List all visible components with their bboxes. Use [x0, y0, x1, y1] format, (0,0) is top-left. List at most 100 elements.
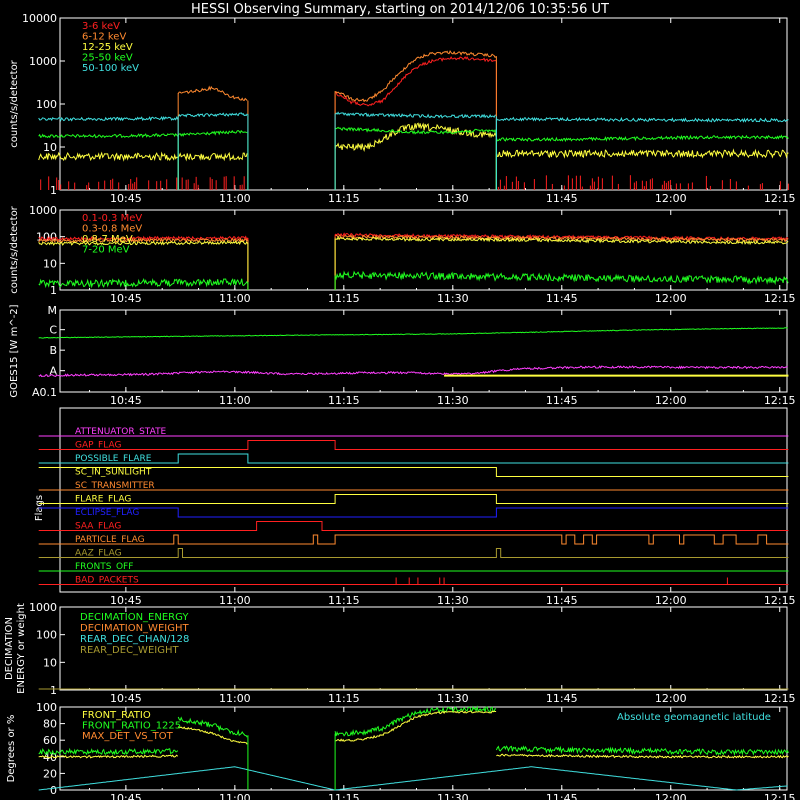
photon-rates-frame — [59, 17, 788, 191]
figure-title: HESSI Observing Summary, starting on 201… — [191, 2, 609, 17]
goes-xtick-label: 11:30 — [437, 394, 469, 407]
flags-xtick-label: 11:45 — [546, 594, 578, 607]
decimation-ylabel-2: ENERGY or weight — [16, 603, 27, 694]
flag-label-10: FRONTS_OFF — [75, 562, 133, 572]
flag-label-9: AAZ_FLAG — [75, 549, 122, 559]
flag-trace-7 — [38, 521, 789, 531]
gamma-rates-xtick-label: 11:00 — [219, 292, 251, 305]
photon-rates-ytick-label: 10000 — [22, 12, 57, 25]
photon-rates-series-25-50 keV — [334, 126, 497, 135]
decimation-xtick-label: 11:30 — [437, 692, 469, 705]
gamma-rates-xtick-label: 11:15 — [328, 292, 360, 305]
flag-trace-1 — [38, 440, 789, 450]
photon-rates-ytick-label: 1 — [50, 184, 57, 197]
goes-xtick-label: 10:45 — [110, 394, 142, 407]
photon-rates-legend-2: 12-25 keV — [82, 42, 133, 53]
gamma-rates-ylabel: counts/s/detector — [9, 205, 20, 293]
photon-rates-series-12-25 keV — [334, 122, 497, 152]
goes-xtick-label: 11:15 — [328, 394, 360, 407]
goes-ytick-label: A0.1 — [32, 386, 57, 399]
flags-panel: 10:45 11:00 11:15 11:30 11:45 12:00 12:15Flags… — [34, 407, 796, 607]
photon-rates-xtick-label: 11:00 — [219, 192, 251, 205]
flag-trace-9 — [38, 548, 789, 558]
gamma-rates-legend-3: 7-20 MeV — [82, 245, 130, 256]
photon-rates-series-50-100 keV — [177, 112, 248, 118]
decimation-legend-0: DECIMATION_ENERGY — [80, 612, 189, 623]
flag-label-1: GAP_FLAG — [75, 441, 121, 451]
photon-rates-panel: 10:45 11:00 11:15 11:30 11:45 12:00 12:15 1 10 10… — [9, 12, 796, 205]
gamma-rates-series-0.8-7 MeV — [38, 240, 249, 246]
flag-label-11: BAD_PACKETS — [75, 576, 139, 586]
gamma-rates-xtick-label: 11:45 — [546, 292, 578, 305]
gamma-rates-panel: 10:45 11:00 11:15 11:30 11:45 12:00 12:15 1 10 10… — [9, 204, 796, 305]
ratios-xtick-label: 12:00 — [655, 792, 687, 800]
flags-xtick-label: 11:00 — [219, 594, 251, 607]
gamma-rates-series-0.3-0.8 MeV — [335, 234, 789, 243]
latitude-annotation: Absolute geomagnetic latitude — [617, 712, 771, 723]
flag-trace-8 — [38, 534, 789, 545]
photon-rates-ytick-label: 100 — [36, 98, 57, 111]
goes-ytick-label: A — [49, 365, 57, 378]
decimation-xtick-label: 11:15 — [328, 692, 360, 705]
photon-rates-ytick-label: 1000 — [29, 55, 57, 68]
flag-label-6: ECLIPSE_FLAG — [75, 508, 139, 518]
decimation-frame — [59, 606, 788, 691]
photon-rates-xtick-label: 12:15 — [764, 192, 796, 205]
gamma-rates-ytick-label: 1 — [50, 284, 57, 297]
flag-label-2: POSSIBLE_FLARE — [75, 454, 152, 464]
ratios-series-FRONT_RATIO — [496, 753, 789, 759]
decimation-panel: 10:45 11:00 11:15 11:30 11:45 12:00 12:15 1 10 10… — [4, 601, 796, 705]
gamma-rates-legend-0: 0.1-0.3 MeV — [82, 213, 142, 224]
ratios-series-FRONT_RATIO — [38, 754, 179, 759]
decimation-xtick-label: 11:45 — [546, 692, 578, 705]
panels-group: 10:45 11:00 11:15 11:30 11:45 12:00 12:1511010… — [4, 12, 796, 800]
gamma-rates-xtick-label: 12:00 — [655, 292, 687, 305]
decimation-legend-1: DECIMATION_WEIGHT — [80, 623, 189, 634]
ratios-legend-0: FRONT_RATIO — [82, 710, 151, 721]
ratios-series-FRONT_RATIO — [335, 710, 497, 742]
flags-frame — [59, 407, 788, 593]
decimation-xtick-label: 10:45 — [110, 692, 142, 705]
flags-xtick-label: 11:15 — [328, 594, 360, 607]
photon-rates-series-50-100 keV — [334, 111, 497, 119]
photon-rates-ytick-label: 10 — [43, 141, 57, 154]
ratios-xtick-label: 11:45 — [546, 792, 578, 800]
ratios-xtick-label: 11:00 — [219, 792, 251, 800]
flag-label-0: ATTENUATOR_STATE — [75, 427, 167, 437]
ratios-xtick-label: 11:30 — [437, 792, 469, 800]
decimation-legend-3: REAR_DEC_WEIGHT — [80, 645, 179, 656]
flag-trace-3 — [38, 467, 789, 477]
ratios-xtick-label: 12:15 — [764, 792, 796, 800]
goes-series-0 — [38, 327, 788, 339]
goes-panel: 10:45 11:00 11:15 11:30 11:45 12:00 12:15 A0.1 A… — [9, 304, 796, 407]
gamma-rates-series-0.1-0.3 MeV — [334, 232, 789, 242]
goes-xtick-label: 12:00 — [655, 394, 687, 407]
gamma-rates-xtick-label: 10:45 — [110, 292, 142, 305]
decimation-xtick-label: 12:15 — [764, 692, 796, 705]
gamma-rates-xtick-label: 12:15 — [764, 292, 796, 305]
flags-xtick-label: 10:45 — [110, 594, 142, 607]
ratios-series-FRONT_RATIO_1225 — [495, 745, 789, 757]
flag-trace-2 — [38, 453, 789, 464]
ratios-ylabel: Degrees or % — [6, 715, 17, 783]
photon-rates-series-3-6 keV — [334, 56, 497, 107]
goes-series-1 — [38, 365, 788, 378]
photon-rates-legend-1: 6-12 keV — [82, 32, 126, 43]
decimation-ytick-label: 10 — [43, 656, 57, 669]
decimation-xtick-label: 11:00 — [219, 692, 251, 705]
ratios-legend-2: MAX_DET_VS_TOT — [82, 731, 174, 742]
ratios-series-FRONT_RATIO_1225 — [334, 705, 497, 737]
photon-rates-series-25-50 keV — [38, 133, 179, 139]
photon-rates-series-50-100 keV — [495, 116, 789, 123]
gamma-rates-series-0.3-0.8 MeV — [38, 237, 249, 244]
flag-label-4: SC_TRANSMITTER — [75, 481, 155, 491]
photon-rates-legend-3: 25-50 keV — [82, 53, 133, 64]
goes-xtick-label: 11:45 — [546, 394, 578, 407]
photon-rates-ylabel: counts/s/detector — [9, 59, 20, 147]
ratios-ytick-label: 0 — [50, 784, 57, 797]
goes-ytick-label: B — [49, 344, 57, 357]
flag-trace-5 — [38, 494, 789, 504]
ratios-ytick-label: 20 — [43, 767, 57, 780]
photon-rates-legend-4: 50-100 keV — [82, 63, 139, 74]
